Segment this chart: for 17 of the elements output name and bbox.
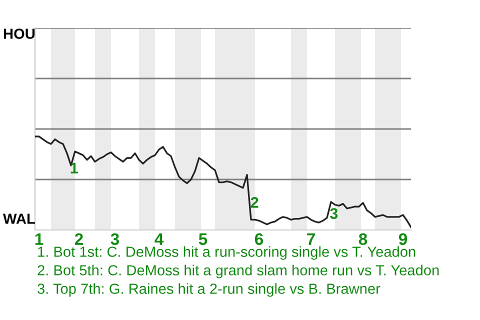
text: HOU [4,28,35,39]
annotation: 2 [250,197,258,208]
x-tick-label: 9 [398,233,408,246]
text: 2. Bot 5th: C. DeMoss hit a grand slam home run vs T. Yeadon [38,264,439,278]
annotation: 1 [70,162,78,174]
x-tick-label: 7 [307,233,315,245]
x-tick-label: 6 [254,233,264,246]
x-tick-label: 4 [154,233,164,245]
x-tick-label: 8 [358,233,368,246]
text: 3. Top 7th: G. Raines hit a 2-run single vs B. Brawner [38,283,380,297]
annotation: 3 [330,208,338,219]
x-tick-label: 3 [110,233,120,246]
text: WAL [3,214,35,224]
x-tick-label: 2 [74,233,83,245]
x-tick-label: 1 [35,233,44,245]
x-tick-label: 5 [198,233,208,246]
text: 1. Bot 1st: C. DeMoss hit a run-scoring single vs T. Yeadon [38,246,416,260]
